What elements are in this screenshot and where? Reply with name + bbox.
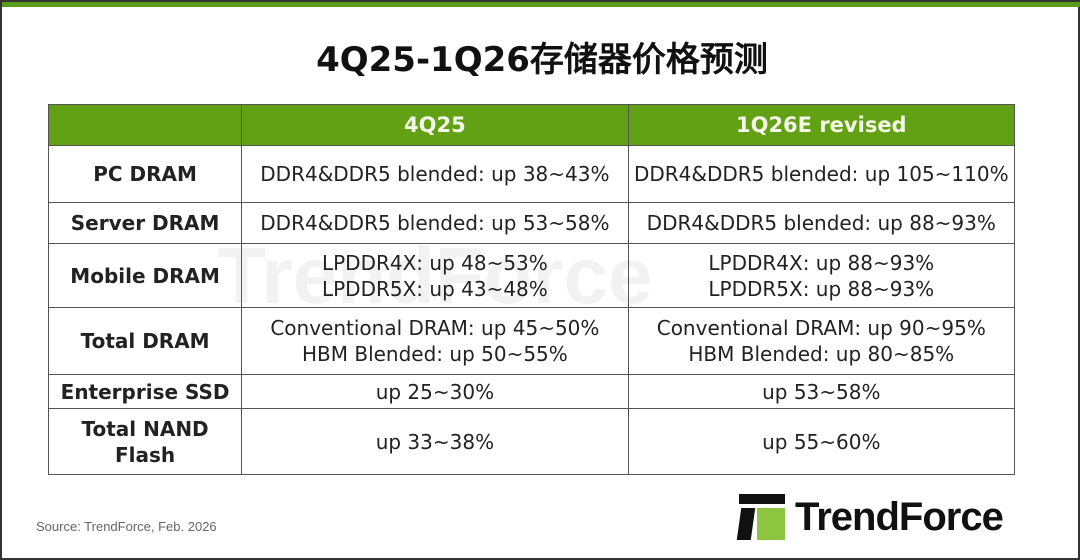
row-label: Mobile DRAM bbox=[47, 243, 243, 308]
logo-text: TrendForce bbox=[795, 494, 1004, 539]
cell-q4: up 25~30% bbox=[241, 374, 629, 409]
cell-q1: Conventional DRAM: up 90~95% HBM Blended:… bbox=[627, 307, 1016, 375]
cell-q1: DDR4&DDR5 blended: up 105~110% bbox=[627, 145, 1016, 203]
cell-q1: LPDDR4X: up 88~93% LPDDR5X: up 88~93% bbox=[627, 243, 1016, 308]
cell-line: Conventional DRAM: up 90~95% bbox=[656, 316, 986, 340]
table-row: Mobile DRAM LPDDR4X: up 48~53% LPDDR5X: up… bbox=[47, 243, 1016, 308]
row-label: Enterprise SSD bbox=[47, 374, 243, 409]
page-title: 4Q25-1Q26存储器价格预测 bbox=[316, 40, 768, 80]
cell-line: LPDDR5X: up 43~48% bbox=[321, 276, 548, 301]
row-label: Server DRAM bbox=[47, 202, 243, 244]
cell-line: DDR4&DDR5 blended: up 105~110% bbox=[633, 162, 1009, 186]
cell-line: HBM Blended: up 50~55% bbox=[301, 342, 568, 366]
row-label: PC DRAM bbox=[47, 145, 243, 203]
cell-line: up 55~60% bbox=[762, 429, 881, 454]
cell-line: DDR4&DDR5 blended: up 38~43% bbox=[260, 162, 610, 186]
price-forecast-table: 4Q25 1Q26E revised PC DRAM DDR4&DDR5 blen… bbox=[47, 104, 1016, 475]
table-row: Total DRAM Conventional DRAM: up 45~50% HB… bbox=[47, 307, 1016, 375]
cell-q1: up 55~60% bbox=[627, 408, 1016, 475]
header-cell bbox=[47, 104, 243, 146]
cell-q4: DDR4&DDR5 blended: up 53~58% bbox=[241, 202, 629, 244]
cell-line: HBM Blended: up 80~85% bbox=[688, 342, 955, 366]
logo-mark-icon bbox=[736, 494, 787, 540]
top-accent-bar bbox=[2, 2, 1080, 7]
cell-line: LPDDR4X: up 88~93% bbox=[708, 250, 935, 275]
header-cell: 4Q25 bbox=[241, 104, 629, 146]
cell-line: up 25~30% bbox=[375, 379, 495, 404]
cell-q4: LPDDR4X: up 48~53% LPDDR5X: up 43~48% bbox=[241, 243, 629, 308]
cell-line: up 33~38% bbox=[375, 429, 495, 454]
cell-line: up 53~58% bbox=[762, 379, 881, 404]
cell-q1: DDR4&DDR5 blended: up 88~93% bbox=[627, 202, 1016, 244]
header-cell: 1Q26E revised bbox=[627, 104, 1016, 146]
trendforce-logo: TrendForce bbox=[736, 494, 1004, 540]
table-row: PC DRAM DDR4&DDR5 blended: up 38~43% DDR4&… bbox=[47, 145, 1016, 203]
cell-line: LPDDR4X: up 48~53% bbox=[321, 250, 548, 275]
cell-q4: Conventional DRAM: up 45~50% HBM Blended:… bbox=[241, 307, 629, 375]
table-row: Enterprise SSD up 25~30% up 53~58% bbox=[47, 374, 1016, 409]
cell-q4: DDR4&DDR5 blended: up 38~43% bbox=[241, 145, 629, 203]
table-header-row: 4Q25 1Q26E revised bbox=[47, 104, 1016, 146]
cell-line: Conventional DRAM: up 45~50% bbox=[270, 316, 600, 340]
source-note: Source: TrendForce, Feb. 2026 bbox=[36, 519, 217, 534]
row-label: Total NAND Flash bbox=[47, 408, 243, 475]
cell-line: DDR4&DDR5 blended: up 88~93% bbox=[646, 211, 996, 235]
table-row: Total NAND Flash up 33~38% up 55~60% bbox=[47, 408, 1016, 475]
cell-line: DDR4&DDR5 blended: up 53~58% bbox=[260, 211, 610, 235]
cell-line: LPDDR5X: up 88~93% bbox=[708, 276, 935, 301]
row-label: Total DRAM bbox=[47, 307, 243, 375]
cell-q4: up 33~38% bbox=[241, 408, 629, 475]
table-row: Server DRAM DDR4&DDR5 blended: up 53~58% D… bbox=[47, 202, 1016, 244]
cell-q1: up 53~58% bbox=[627, 374, 1016, 409]
